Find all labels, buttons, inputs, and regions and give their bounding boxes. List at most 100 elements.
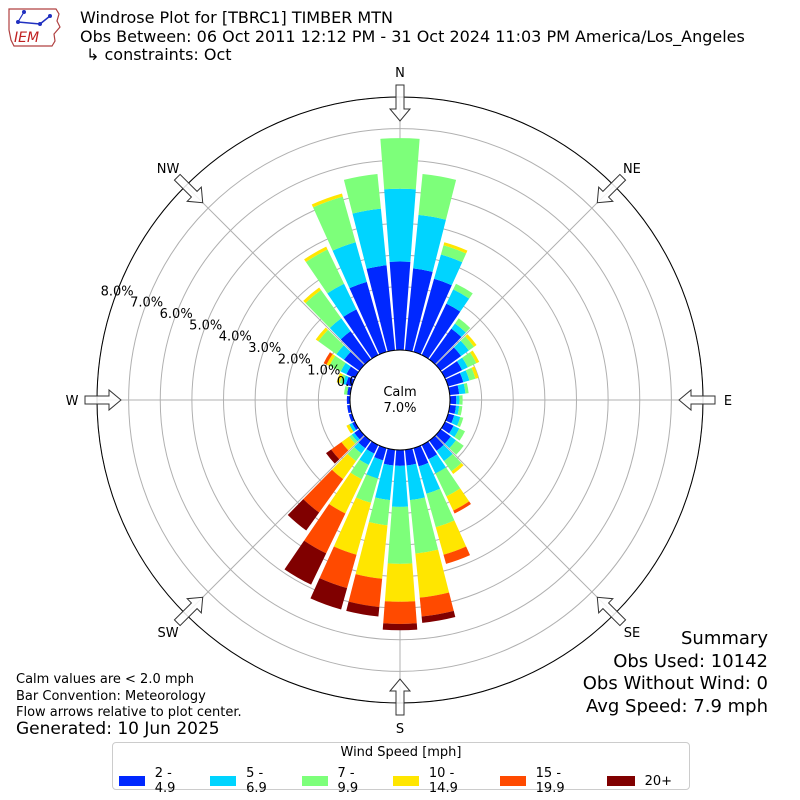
wind-bar-segment: [460, 336, 474, 351]
wind-bar-segment: [304, 246, 328, 263]
compass-label-nw: NW: [157, 162, 180, 177]
wind-bar-segment: [331, 442, 349, 460]
wind-bar-segment: [445, 372, 464, 387]
windrose-bars: [284, 138, 480, 631]
wind-bar-segment: [435, 347, 462, 371]
summary-title: Summary: [681, 628, 768, 649]
wind-bar-segment: [355, 474, 378, 503]
wind-bar-segment: [323, 352, 333, 365]
legend-item: 15 - 19.9: [499, 766, 590, 796]
wind-bar-segment: [435, 467, 461, 497]
legend-item: 5 - 6.9: [210, 766, 284, 796]
wind-bar-segment: [453, 340, 469, 357]
radial-tick-label: 7.0%: [130, 296, 163, 311]
wind-bar-segment: [304, 504, 346, 554]
wind-bar-segment: [340, 362, 351, 375]
wind-bar-segment: [449, 440, 464, 455]
wind-bar-segment: [418, 462, 441, 494]
wind-bar-segment: [413, 278, 452, 355]
wind-bar-segment: [459, 370, 470, 383]
wind-bar-segment: [318, 329, 344, 355]
wind-bar-segment: [444, 436, 457, 449]
wind-bar-segment: [349, 423, 357, 432]
wind-bar-segment: [346, 366, 359, 379]
flow-arrows: [84, 84, 716, 716]
wind-bar-segment: [319, 546, 357, 589]
wind-bar-segment: [343, 351, 365, 371]
wind-bar-segment: [326, 354, 336, 366]
wind-bar-segment: [348, 574, 383, 608]
wind-bar-segment: [348, 413, 355, 422]
compass-labels: N NE E SE S SW W NW: [66, 66, 733, 737]
generated-date: Generated: 10 Jun 2025: [16, 719, 220, 739]
wind-bar-segment: [313, 196, 356, 251]
wind-bar-segment: [350, 459, 369, 480]
legend-item: 7 - 9.9: [301, 766, 376, 796]
compass-label-s: S: [396, 722, 404, 737]
wind-bar-segment: [434, 254, 463, 286]
wind-bar-segment: [391, 465, 409, 507]
flow-arrow-icon: [388, 678, 412, 716]
wind-bar-segment: [454, 405, 460, 415]
wind-bar-segment: [346, 396, 351, 404]
wind-bar-segment: [457, 416, 464, 428]
summary-obs-without-wind: Obs Without Wind: 0: [582, 673, 768, 694]
wind-bar-segment: [374, 445, 387, 461]
wind-bar-segment: [463, 382, 469, 394]
wind-bar-segment: [413, 214, 446, 272]
wind-bar-segment: [443, 453, 462, 472]
wind-bar-segment: [455, 318, 471, 333]
logo-text: IEM: [14, 30, 39, 46]
legend-label: 5 - 6.9: [246, 766, 267, 796]
legend-swatch: [606, 776, 635, 786]
wind-bar-segment: [354, 429, 365, 440]
wind-bar-segment: [349, 434, 358, 444]
wind-bar-segment: [389, 261, 411, 351]
wind-bar-segment: [421, 441, 438, 460]
wind-bar-segment: [329, 318, 351, 340]
flow-arrow-icon: [84, 388, 122, 412]
wind-bar-segment: [451, 415, 461, 426]
wind-bar-segment: [305, 249, 345, 294]
wind-bar-segment: [421, 610, 456, 623]
wind-bar-segment: [311, 193, 343, 208]
iem-logo: IEM: [6, 6, 62, 50]
legend-items: 2 - 4.9 5 - 6.9 7 - 9.9 10 - 14.9 15 - 19.9 2…: [119, 766, 689, 796]
wind-bar-segment: [419, 592, 454, 617]
wind-bar-segment: [340, 331, 371, 365]
wind-bar-segment: [305, 290, 342, 329]
spoke-line: [435, 435, 615, 615]
compass-label-se: SE: [624, 626, 640, 641]
wind-bar-segment: [287, 499, 320, 531]
wind-bar-segment: [429, 435, 444, 451]
wind-bar-segment: [436, 444, 453, 462]
flow-arrow-icon: [678, 388, 716, 412]
flow-arrow-icon: [173, 173, 204, 204]
calm-circle: [349, 349, 451, 451]
wind-bar-segment: [428, 454, 446, 474]
wind-bar-segment: [368, 497, 391, 526]
wind-bar-segment: [441, 421, 454, 434]
summary-box: Summary Obs Used: 10142 Obs Without Wind…: [583, 628, 768, 718]
legend: Wind Speed [mph] 2 - 4.9 5 - 6.9 7 - 9.9 10…: [112, 742, 690, 796]
wind-bar-segment: [343, 174, 381, 214]
wind-bar-segment: [451, 462, 464, 474]
wind-bar-segment: [384, 188, 416, 262]
legend-item: 20+: [606, 766, 672, 796]
wind-bar-segment: [446, 289, 470, 312]
wind-bar-segment: [349, 281, 387, 355]
wind-bar-segment: [339, 374, 346, 384]
compass-label-w: W: [66, 394, 79, 409]
wind-bar-segment: [451, 323, 466, 338]
legend-label: 10 - 14.9: [428, 766, 458, 796]
radial-tick-label: 6.0%: [160, 307, 193, 322]
flow-arrow-icon: [388, 84, 412, 122]
wind-bar-segment: [449, 395, 457, 405]
wind-bar-segment: [343, 386, 349, 395]
legend-swatch: [301, 776, 328, 786]
wind-bar-segment: [383, 448, 396, 466]
wind-bar-segment: [459, 395, 463, 405]
wind-bar-segment: [387, 506, 413, 564]
wind-bar-segment: [310, 578, 348, 610]
wind-bar-segment: [380, 138, 420, 190]
